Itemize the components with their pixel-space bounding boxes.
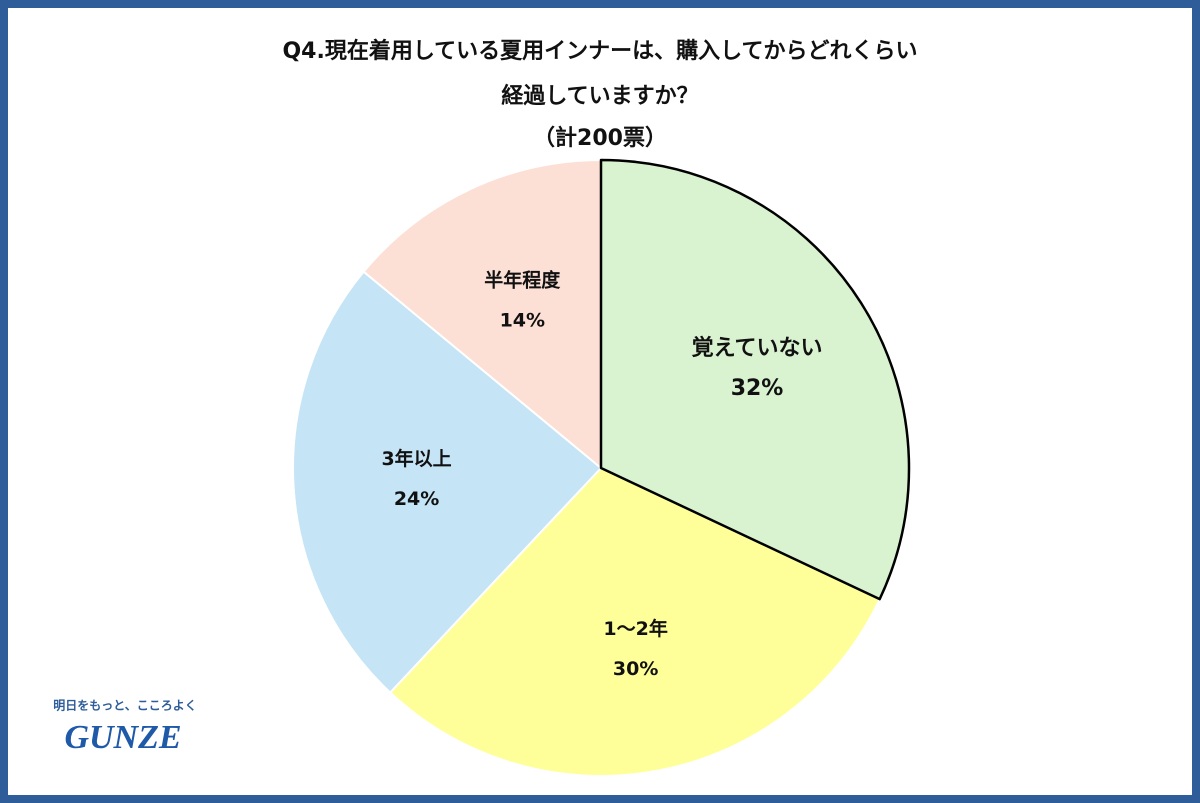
- pie: [292, 158, 911, 777]
- slice-value-label: 32%: [731, 376, 784, 401]
- labels: 覚えていない 32% 1〜2年 30% 3年以上 24% 半年程度 14%: [381, 268, 822, 680]
- logo-tagline: 明日をもっと、こころよく: [53, 699, 197, 713]
- slice-label: 1〜2年: [603, 617, 667, 640]
- logo-brand: GUNZE: [64, 719, 181, 756]
- chart-title: 経過していますか？: [501, 83, 698, 109]
- slice-label: 覚えていない: [692, 335, 823, 361]
- pie-slice: [389, 467, 881, 777]
- pie-slice: [292, 270, 602, 694]
- pie-slice: [362, 159, 602, 469]
- slice-value-label: 30%: [613, 658, 658, 680]
- slice-label: 3年以上: [381, 447, 451, 470]
- pie-slice: [599, 158, 911, 601]
- slice-label: 半年程度: [484, 268, 561, 291]
- slice-value-label: 14%: [500, 309, 545, 331]
- chart-title: Q4.現在着用している夏用インナーは、購入してからどれくらい: [282, 38, 917, 64]
- chart-subtitle: （計200票）: [533, 125, 667, 151]
- slice-value-label: 24%: [394, 488, 439, 510]
